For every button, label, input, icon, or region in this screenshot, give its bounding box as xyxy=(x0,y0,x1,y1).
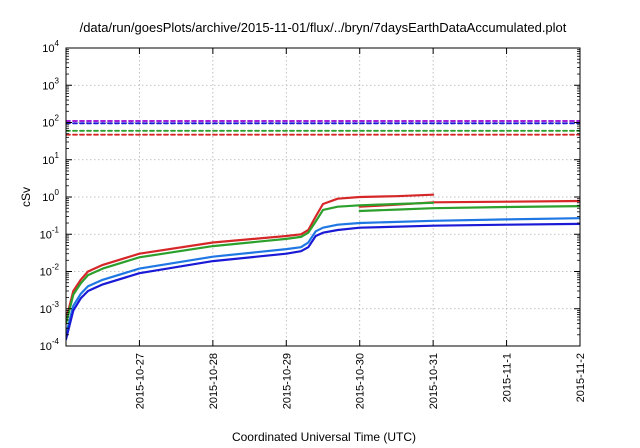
chart-title: /data/run/goesPlots/archive/2015-11-01/f… xyxy=(80,20,567,35)
series-line-1 xyxy=(66,193,435,322)
x-tick-label: 2015-10-29 xyxy=(281,353,293,409)
series-line-6 xyxy=(66,222,580,341)
series-line-4 xyxy=(358,205,580,213)
x-tick-label: 2015-11-1 xyxy=(502,353,514,402)
y-tick-label: 10-3 xyxy=(40,300,60,316)
y-tick-label: 10-2 xyxy=(40,263,60,279)
series-line-5 xyxy=(66,217,580,336)
x-tick-label: 2015-11-2 xyxy=(575,353,587,402)
grid-layer xyxy=(66,48,581,346)
y-tick-label: 103 xyxy=(42,76,59,92)
y-tick-label: 104 xyxy=(42,39,59,55)
y-tick-label: 100 xyxy=(42,188,59,204)
y-tick-label: 10-4 xyxy=(40,337,60,353)
x-tick-label: 2015-10-31 xyxy=(428,353,440,409)
series-line-3 xyxy=(66,201,435,325)
y-tick-label: 101 xyxy=(42,151,59,167)
series-layer xyxy=(66,120,580,341)
y-axis-label: cSv xyxy=(19,187,33,207)
x-tick-label: 2015-10-27 xyxy=(134,353,146,409)
x-axis-label: Coordinated Universal Time (UTC) xyxy=(232,430,416,444)
x-tick-label: 2015-10-28 xyxy=(208,353,220,409)
y-tick-label: 10-1 xyxy=(40,225,60,241)
x-tick-label: 2015-10-30 xyxy=(355,353,367,409)
y-tick-label: 102 xyxy=(42,114,59,130)
tick-layer: 10-4 10-3 10-2 10-1 100 101 102 103 104 2015-10-2… xyxy=(40,39,587,409)
